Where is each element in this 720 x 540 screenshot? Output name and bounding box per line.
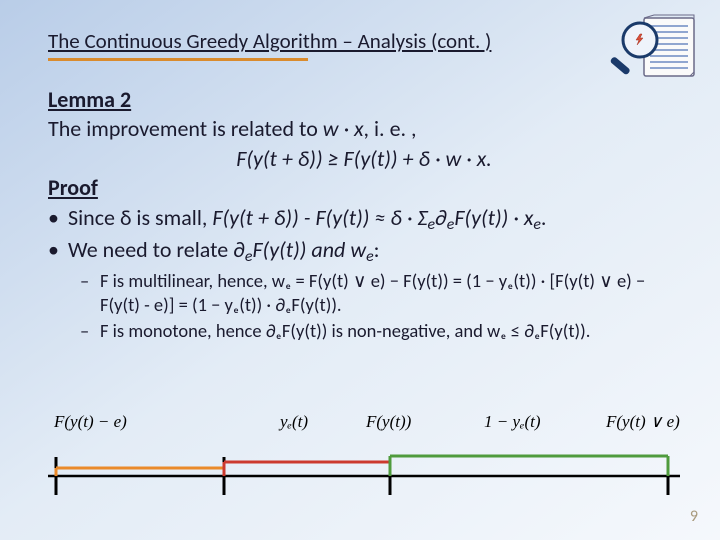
diagram-label-1: F(y(t) − e) — [54, 412, 127, 432]
bullet-1: Since δ is small, F(y(t + δ)) - F(y(t)) … — [48, 203, 680, 235]
sub-bullet-1: F is multilinear, hence, wₑ = F(y(t) ∨ e… — [48, 269, 680, 317]
magnifier-icon — [610, 12, 700, 82]
interval-diagram: F(y(t) − e) yₑ(t) F(y(t)) 1 − yₑ(t) F(y(… — [48, 432, 680, 496]
sub-bullet-2: F is monotone, hence ∂ₑF(y(t)) is non-ne… — [48, 319, 680, 343]
diagram-label-4: 1 − yₑ(t) — [484, 412, 541, 432]
proof-label: Proof — [48, 174, 98, 201]
diagram-label-3: F(y(t)) — [366, 412, 411, 432]
slide-title: The Continuous Greedy Algorithm – Analys… — [48, 28, 680, 54]
diagram-label-5: F(y(t) ∨ e) — [606, 412, 680, 432]
content-block: Lemma 2 The improvement is related to w … — [48, 85, 680, 343]
lemma-label: Lemma 2 — [48, 86, 131, 113]
page-number: 9 — [690, 507, 698, 526]
lemma-formula: F(y(t + δ)) ≥ F(y(t)) + δ · w · x. — [48, 144, 680, 173]
diagram-label-2: yₑ(t) — [280, 412, 308, 432]
bullet-2: We need to relate ∂eF(y(t)) and we: — [48, 235, 680, 267]
title-underline — [48, 58, 308, 61]
lemma-statement: The improvement is related to w · x, i. … — [48, 114, 680, 143]
